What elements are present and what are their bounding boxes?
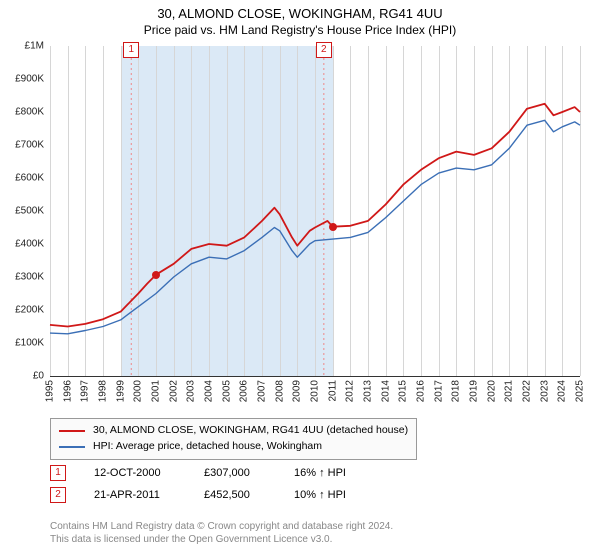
event-date: 21-APR-2011 xyxy=(94,489,204,501)
chart-legend: 30, ALMOND CLOSE, WOKINGHAM, RG41 4UU (d… xyxy=(50,418,417,460)
x-tick-label: 2007 xyxy=(257,380,268,402)
legend-label-1: 30, ALMOND CLOSE, WOKINGHAM, RG41 4UU (d… xyxy=(93,423,408,439)
y-tick-label: £500K xyxy=(15,206,44,217)
event-row: 1 12-OCT-2000£307,00016% ↑ HPI xyxy=(50,462,384,484)
x-tick-label: 2025 xyxy=(575,380,586,402)
x-tick-label: 2021 xyxy=(504,380,515,402)
event-date: 12-OCT-2000 xyxy=(94,467,204,479)
chart-title: 30, ALMOND CLOSE, WOKINGHAM, RG41 4UU xyxy=(0,0,600,21)
x-tick-label: 2015 xyxy=(398,380,409,402)
x-tick-label: 2011 xyxy=(327,380,338,402)
y-tick-label: £300K xyxy=(15,272,44,283)
legend-swatch-1 xyxy=(59,430,85,432)
x-tick-label: 2001 xyxy=(151,380,162,402)
x-tick-label: 2020 xyxy=(486,380,497,402)
series-line-price_paid xyxy=(50,104,580,327)
event-price: £452,500 xyxy=(204,489,294,501)
x-tick-label: 2009 xyxy=(292,380,303,402)
x-tick-label: 2005 xyxy=(221,380,232,402)
x-tick-label: 2016 xyxy=(416,380,427,402)
x-tick-label: 2003 xyxy=(186,380,197,402)
x-tick-label: 2019 xyxy=(469,380,480,402)
sale-events-table: 1 12-OCT-2000£307,00016% ↑ HPI 2 21-APR-201… xyxy=(50,462,384,506)
x-tick-label: 1996 xyxy=(62,380,73,402)
y-tick-label: £100K xyxy=(15,338,44,349)
chart-plot-area: 1995199619971998199920002001200220032004… xyxy=(50,46,580,376)
x-tick-label: 1999 xyxy=(115,380,126,402)
attribution-line1: Contains HM Land Registry data © Crown c… xyxy=(50,520,393,533)
x-tick-label: 2023 xyxy=(539,380,550,402)
legend-swatch-2 xyxy=(59,446,85,448)
x-tick-label: 2006 xyxy=(239,380,250,402)
x-tick-label: 2002 xyxy=(168,380,179,402)
x-tick-label: 2008 xyxy=(274,380,285,402)
x-tick-label: 2014 xyxy=(380,380,391,402)
chart-lines xyxy=(50,46,580,376)
y-tick-label: £0 xyxy=(33,371,44,382)
x-tick-label: 2017 xyxy=(433,380,444,402)
x-axis-line xyxy=(50,376,580,377)
y-tick-label: £800K xyxy=(15,107,44,118)
event-row: 2 21-APR-2011£452,50010% ↑ HPI xyxy=(50,484,384,506)
legend-label-2: HPI: Average price, detached house, Woki… xyxy=(93,439,322,455)
x-tick-label: 2022 xyxy=(522,380,533,402)
event-index-box: 1 xyxy=(50,465,66,481)
y-tick-label: £700K xyxy=(15,140,44,151)
event-price: £307,000 xyxy=(204,467,294,479)
attribution-text: Contains HM Land Registry data © Crown c… xyxy=(50,520,393,546)
event-delta: 10% ↑ HPI xyxy=(294,489,384,501)
x-tick-label: 1995 xyxy=(45,380,56,402)
y-tick-label: £200K xyxy=(15,305,44,316)
x-tick-label: 2013 xyxy=(363,380,374,402)
attribution-line2: This data is licensed under the Open Gov… xyxy=(50,533,393,546)
x-tick-label: 1997 xyxy=(80,380,91,402)
x-tick-label: 2024 xyxy=(557,380,568,402)
y-tick-label: £600K xyxy=(15,173,44,184)
y-tick-label: £1M xyxy=(25,41,44,52)
x-tick-label: 2004 xyxy=(204,380,215,402)
grid-vline xyxy=(580,46,581,376)
chart-subtitle: Price paid vs. HM Land Registry's House … xyxy=(0,21,600,37)
event-delta: 16% ↑ HPI xyxy=(294,467,384,479)
x-tick-label: 2000 xyxy=(133,380,144,402)
x-tick-label: 1998 xyxy=(98,380,109,402)
x-tick-label: 2018 xyxy=(451,380,462,402)
y-tick-label: £900K xyxy=(15,74,44,85)
event-index-box: 2 xyxy=(50,487,66,503)
x-tick-label: 2012 xyxy=(345,380,356,402)
x-tick-label: 2010 xyxy=(310,380,321,402)
y-tick-label: £400K xyxy=(15,239,44,250)
